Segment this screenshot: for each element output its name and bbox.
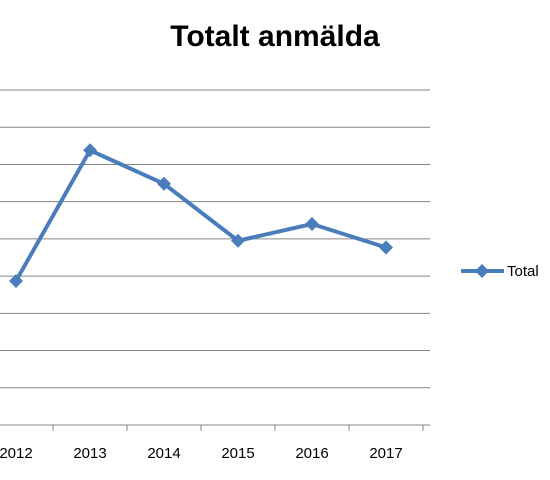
x-tick-label: 2015 [221, 445, 254, 462]
data-point [157, 176, 171, 191]
data-point [305, 217, 319, 231]
series-line [14, 148, 388, 283]
gridlines [0, 89, 430, 426]
data-point [83, 143, 97, 158]
x-tick-labels: 2012 2013 2014 2015 2016 2017 [0, 445, 403, 462]
data-point [231, 233, 245, 248]
data-point [379, 240, 393, 255]
legend-marker [475, 264, 489, 278]
x-tick-label: 2012 [0, 445, 33, 462]
data-point [9, 273, 23, 288]
x-tick-label: 2014 [147, 445, 180, 462]
x-tick-label: 2013 [73, 445, 106, 462]
legend-label: Total [507, 263, 539, 280]
series-0 [9, 143, 393, 288]
legend-item: Total [461, 263, 539, 280]
x-tick-label: 2017 [369, 445, 402, 462]
x-axis-ticks [52, 425, 424, 431]
chart-title: Totalt anmälda [170, 20, 380, 53]
x-tick-label: 2016 [295, 445, 328, 462]
